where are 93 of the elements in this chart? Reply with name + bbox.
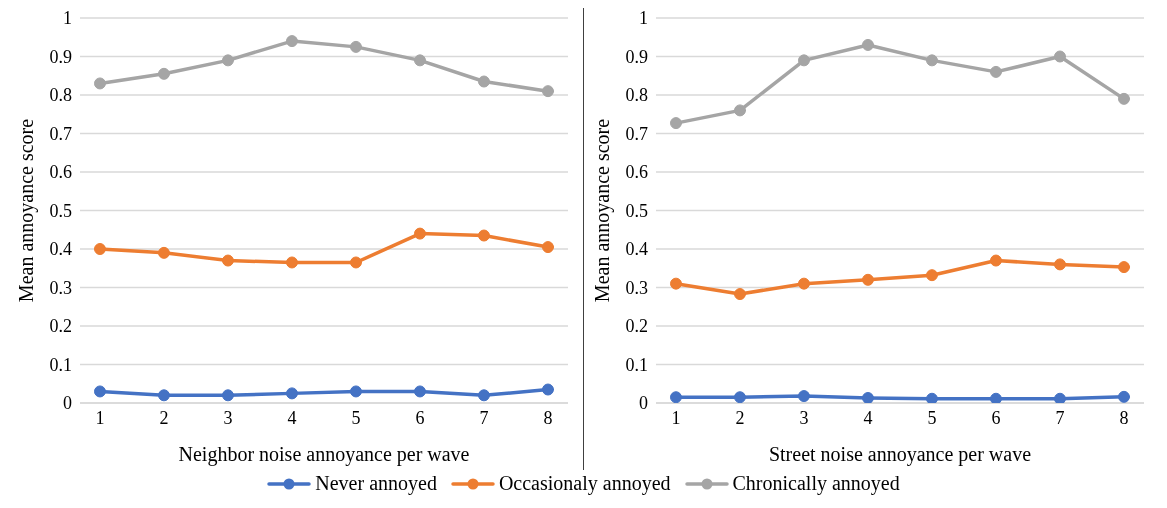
- point: [734, 288, 746, 301]
- x-axis-title: Neighbor noise annoyance per wave: [178, 443, 470, 466]
- point: [1118, 261, 1130, 274]
- point: [990, 65, 1002, 78]
- point: [478, 389, 490, 402]
- x-tick-label: 6: [991, 407, 1001, 428]
- y-tick-label: 0.6: [49, 162, 72, 183]
- point: [542, 85, 554, 98]
- point: [670, 277, 682, 290]
- point: [926, 392, 938, 403]
- point: [94, 385, 106, 398]
- x-tick-label: 3: [223, 407, 233, 428]
- y-tick-label: 0.7: [625, 123, 648, 144]
- point: [798, 54, 810, 67]
- point: [670, 391, 682, 403]
- x-tick-label: 5: [927, 407, 937, 428]
- point: [222, 54, 234, 67]
- point: [414, 385, 426, 398]
- point: [670, 117, 682, 130]
- y-axis-title: Mean annoyance score: [15, 118, 39, 303]
- point: [1054, 258, 1066, 271]
- x-tick-label: 8: [1119, 407, 1129, 428]
- point: [286, 387, 298, 400]
- y-tick-label: 0.9: [49, 46, 72, 67]
- point: [990, 392, 1002, 403]
- point: [350, 40, 362, 53]
- x-tick-label: 3: [799, 407, 809, 428]
- y-tick-label: 0.4: [625, 239, 648, 260]
- y-axis-title: Mean annoyance score: [591, 118, 615, 303]
- point: [862, 38, 874, 51]
- point: [798, 277, 810, 290]
- point: [158, 246, 170, 259]
- point: [478, 229, 490, 242]
- point: [798, 390, 810, 403]
- y-tick-label: 0.3: [49, 277, 72, 298]
- point: [94, 243, 106, 255]
- point: [414, 227, 426, 240]
- legend-label: Chronically annoyed: [732, 472, 900, 495]
- x-tick-label: 4: [287, 407, 297, 428]
- point: [734, 391, 746, 403]
- point: [862, 392, 874, 403]
- legend-label: Never annoyed: [315, 472, 437, 495]
- y-tick-label: 0.9: [625, 46, 648, 67]
- y-tick-label: 0.4: [49, 239, 72, 260]
- point: [350, 256, 362, 269]
- x-tick-label: 2: [159, 407, 169, 428]
- legend-label: Occasionaly annoyed: [498, 472, 671, 495]
- point: [1054, 392, 1066, 403]
- point: [286, 256, 298, 269]
- x-tick-label: 8: [543, 407, 553, 428]
- x-tick-label: 2: [735, 407, 745, 428]
- point: [1118, 390, 1130, 403]
- y-tick-label: 0.1: [625, 354, 648, 375]
- x-tick-label: 1: [671, 407, 681, 428]
- x-axis-title: Street noise annoyance per wave: [768, 443, 1032, 466]
- point: [862, 273, 874, 286]
- x-tick-label: 5: [351, 407, 361, 428]
- point: [286, 35, 298, 48]
- y-tick-label: 0.8: [49, 85, 72, 106]
- x-tick-label: 6: [415, 407, 425, 428]
- y-tick-label: 0.5: [625, 200, 648, 221]
- y-tick-label: 0.6: [625, 162, 648, 183]
- point: [222, 254, 234, 267]
- point: [94, 77, 106, 90]
- y-tick-label: 0: [639, 393, 648, 414]
- point: [926, 269, 938, 282]
- y-tick-label: 0.2: [625, 316, 648, 337]
- point: [542, 241, 554, 254]
- point: [158, 389, 170, 402]
- y-tick-label: 0.8: [625, 85, 648, 106]
- point: [734, 104, 746, 117]
- y-tick-label: 1: [63, 8, 72, 29]
- y-tick-label: 1: [639, 8, 648, 29]
- point: [478, 75, 490, 88]
- x-tick-label: 1: [95, 407, 105, 428]
- point: [1118, 92, 1130, 105]
- point: [414, 54, 426, 67]
- y-tick-label: 0.7: [49, 123, 72, 144]
- point: [350, 385, 362, 398]
- y-tick-label: 0.2: [49, 316, 72, 337]
- point: [1054, 50, 1066, 63]
- point: [222, 389, 234, 402]
- y-tick-label: 0.3: [625, 277, 648, 298]
- point: [990, 254, 1002, 267]
- y-tick-label: 0.1: [49, 354, 72, 375]
- y-tick-label: 0: [63, 393, 72, 414]
- point: [542, 383, 554, 396]
- x-tick-label: 7: [1055, 407, 1065, 428]
- point: [926, 54, 938, 67]
- y-tick-label: 0.5: [49, 200, 72, 221]
- x-tick-label: 4: [863, 407, 873, 428]
- x-tick-label: 7: [479, 407, 489, 428]
- point: [158, 67, 170, 80]
